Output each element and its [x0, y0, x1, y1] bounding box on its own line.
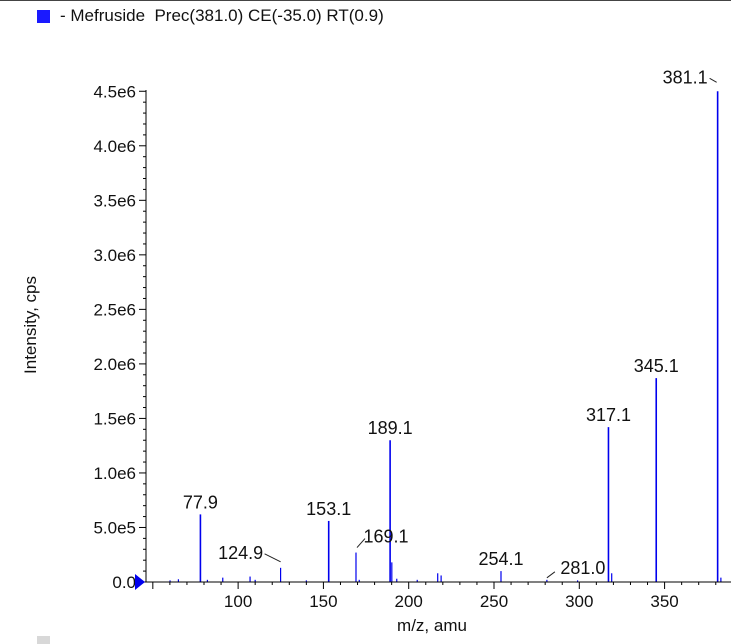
peak-leader-124.9	[264, 553, 281, 563]
x-axis-title: m/z, amu	[397, 616, 467, 635]
peak-label-281.0: 281.0	[560, 558, 605, 578]
legend-label: - Mefruside Prec(381.0) CE(-35.0) RT(0.9…	[60, 6, 384, 25]
peak-annotations: 77.9 124.9 153.1 169.1 189.1 254.1 281.0 317.1 3…	[183, 67, 717, 579]
x-tick-label: 250	[480, 592, 508, 611]
baseline-marker-icon	[135, 574, 145, 590]
y-tick-label: 2.5e6	[93, 300, 136, 319]
x-tick-label: 200	[395, 592, 423, 611]
peak-label-169.1: 169.1	[363, 527, 408, 547]
x-tick-label: 150	[309, 592, 337, 611]
peak-label-381.1: 381.1	[663, 67, 708, 87]
x-tick-label: 350	[650, 592, 678, 611]
peak-leader-381.1	[709, 77, 717, 83]
y-tick-label: 2.0e6	[93, 355, 136, 374]
y-tick-label: 3.5e6	[93, 191, 136, 210]
y-tick-label: 1.5e6	[93, 409, 136, 428]
peak-label-153.1: 153.1	[306, 499, 351, 519]
peak-leader-281.0	[546, 571, 556, 579]
peak-label-77.9: 77.9	[183, 492, 218, 512]
legend: - Mefruside Prec(381.0) CE(-35.0) RT(0.9…	[37, 6, 384, 26]
y-tick-label: 1.0e6	[93, 464, 136, 483]
peak-label-317.1: 317.1	[586, 405, 631, 425]
x-tick-label: 300	[565, 592, 593, 611]
spectrum-peaks	[169, 91, 722, 582]
peak-label-189.1: 189.1	[368, 418, 413, 438]
peak-leader-169.1	[356, 538, 366, 548]
y-tick-label: 5.0e5	[93, 518, 136, 537]
y-axis-title: Intensity, cps	[21, 276, 40, 374]
x-axis-ticks: 100 150 200 250 300 350	[152, 582, 717, 611]
y-tick-label: 4.5e6	[93, 82, 136, 101]
peak-label-254.1: 254.1	[478, 549, 523, 569]
peak-label-124.9: 124.9	[218, 543, 263, 563]
x-tick-label: 100	[224, 592, 252, 611]
y-tick-label: 0.0	[112, 573, 136, 592]
y-tick-label: 3.0e6	[93, 246, 136, 265]
bottom-legend-swatch	[37, 636, 50, 644]
top-border-line	[0, 0, 731, 1]
y-axis-ticks: 0.0 5.0e5 1.0e6 1.5e6 2.0e6 2.5e6 3.0e6 3.5e6 4.…	[93, 82, 146, 592]
y-tick-label: 4.0e6	[93, 137, 136, 156]
peak-label-345.1: 345.1	[634, 356, 679, 376]
legend-swatch	[37, 9, 50, 23]
